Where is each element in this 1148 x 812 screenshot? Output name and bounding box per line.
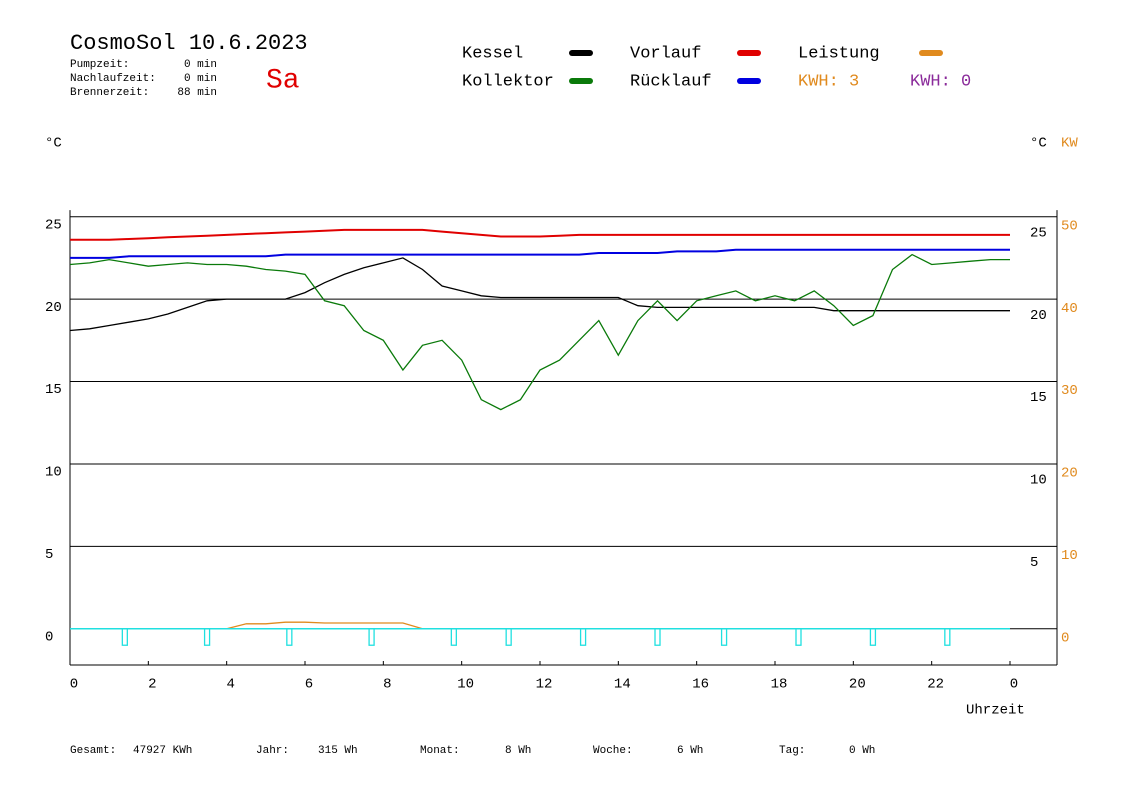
chart-title: CosmoSol 10.6.2023 <box>70 31 308 56</box>
footer-value: 315 Wh <box>318 745 358 757</box>
footer-label: Tag: <box>779 745 805 757</box>
info-label: Nachlaufzeit: <box>70 73 156 85</box>
y2-axis-label: KW <box>1061 136 1078 152</box>
pump-pulse <box>368 628 375 646</box>
x-axis-label: Uhrzeit <box>966 703 1025 719</box>
footer-value: 8 Wh <box>505 745 531 757</box>
y2-tick-label: 40 <box>1061 301 1078 317</box>
pump-pulse <box>579 628 587 646</box>
series-line <box>70 621 1010 630</box>
pump-pulse <box>654 628 661 646</box>
x-tick-label: 16 <box>692 677 709 693</box>
x-tick-label: 2 <box>148 677 156 693</box>
weekday: Sa <box>266 65 300 96</box>
legend-label: Vorlauf <box>630 44 701 63</box>
x-tick-label: 8 <box>383 677 391 693</box>
info-value: 0 min <box>184 73 217 85</box>
pump-pulse <box>121 628 128 646</box>
x-tick-label: 18 <box>771 677 788 693</box>
y-tick-label: 25 <box>45 217 62 233</box>
x-tick-label: 0 <box>70 677 78 693</box>
y2-tick-label: 50 <box>1061 218 1078 234</box>
pump-pulse <box>505 628 512 646</box>
footer-value: 0 Wh <box>849 745 875 757</box>
y2-tick-label: 20 <box>1061 466 1078 482</box>
y2-tick-label: 30 <box>1061 383 1078 399</box>
legend-label: Rücklauf <box>630 72 712 91</box>
series-line <box>70 248 1010 259</box>
y-right-tick-label: 25 <box>1030 225 1047 241</box>
info-label: Pumpzeit: <box>70 59 129 71</box>
kwh-label: KWH: 3 <box>798 72 859 91</box>
info-label: Brennerzeit: <box>70 87 149 99</box>
y-right-tick-label: 15 <box>1030 390 1047 406</box>
pump-pulse <box>795 628 802 646</box>
y-tick-label: 5 <box>45 547 53 563</box>
y-right-tick-label: 10 <box>1030 473 1047 489</box>
y-right-tick-label: 5 <box>1030 555 1038 571</box>
footer-label: Monat: <box>420 745 460 757</box>
pump-pulse <box>944 628 951 646</box>
footer-label: Gesamt: <box>70 745 116 757</box>
legend-label: Kessel <box>462 44 523 63</box>
info-value: 88 min <box>177 87 217 99</box>
series-line <box>69 257 1010 332</box>
info-value: 0 min <box>184 59 217 71</box>
footer-label: Jahr: <box>256 745 289 757</box>
footer-label: Woche: <box>593 745 633 757</box>
series-line <box>69 253 1010 411</box>
footer-value: 47927 KWh <box>133 745 192 757</box>
legend-label: Leistung <box>798 44 880 63</box>
pump-pulse <box>720 628 728 646</box>
y-tick-label: 10 <box>45 465 62 481</box>
footer-value: 6 Wh <box>677 745 703 757</box>
x-tick-label: 20 <box>849 677 866 693</box>
y-right-axis-label: °C <box>1030 136 1047 152</box>
series-line <box>70 228 1010 241</box>
y-tick-label: 15 <box>45 382 62 398</box>
x-tick-label: 12 <box>536 677 553 693</box>
y2-tick-label: 10 <box>1061 548 1078 564</box>
x-tick-label: 4 <box>226 677 234 693</box>
kwh-label: KWH: 0 <box>910 72 971 91</box>
x-tick-label: 22 <box>927 677 944 693</box>
x-tick-label: 14 <box>614 677 631 693</box>
y-right-tick-label: 20 <box>1030 308 1047 324</box>
x-tick-label: 0 <box>1010 677 1018 693</box>
y-tick-label: 0 <box>45 629 53 645</box>
y-tick-label: 20 <box>45 300 62 316</box>
pump-pulse <box>203 628 211 646</box>
y-axis-label: °C <box>45 136 62 152</box>
pump-pulse <box>450 628 457 646</box>
legend-label: Kollektor <box>462 72 554 91</box>
x-tick-label: 6 <box>305 677 313 693</box>
y2-tick-label: 0 <box>1061 630 1069 646</box>
pump-pulse <box>869 628 877 646</box>
pump-pulse <box>286 628 293 646</box>
x-tick-label: 10 <box>457 677 474 693</box>
